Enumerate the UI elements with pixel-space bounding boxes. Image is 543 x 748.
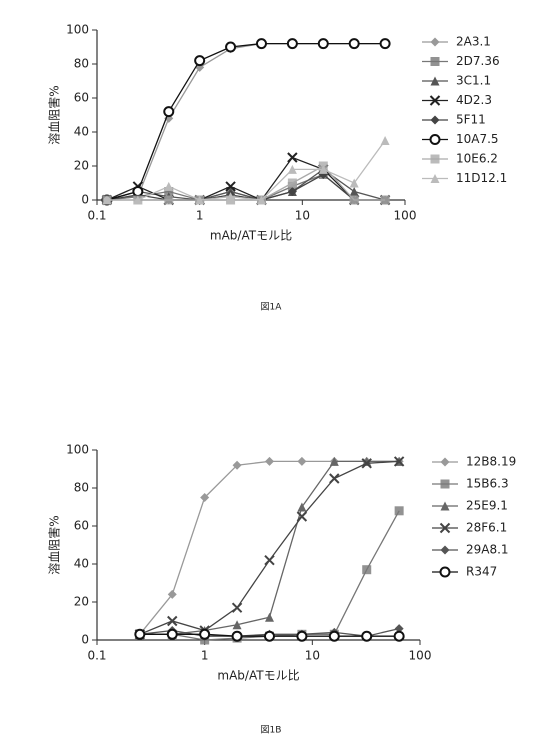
marker [288,39,297,48]
marker [288,179,297,188]
legend-label: 10E6.2 [456,152,498,166]
marker [233,632,242,641]
marker [319,39,328,48]
marker [330,474,339,483]
legend-marker [441,568,450,577]
y-tick-label: 80 [74,481,89,495]
legend-marker [441,458,450,467]
x-tick-label: 0.1 [87,649,106,663]
y-tick-label: 80 [74,57,89,71]
y-tick-label: 40 [74,557,89,571]
marker [297,503,306,512]
legend-label: 3C1.1 [456,74,491,88]
series-line [107,44,385,200]
series-line [140,461,399,634]
x-tick-label: 10 [305,649,320,663]
marker [164,182,173,191]
x-tick-label: 1 [201,649,209,663]
marker [135,630,144,639]
legend-marker [431,155,440,164]
series-line [140,461,399,634]
marker [381,136,390,145]
marker [350,39,359,48]
marker [297,632,306,641]
marker [265,556,274,565]
legend-label: 12B8.19 [466,455,516,469]
legend-label: 25E9.1 [466,499,508,513]
page: 0204060801000.1110100mAb/ATモル比溶血阻害%2A3.1… [0,0,543,748]
marker [362,565,371,574]
y-tick-label: 20 [74,595,89,609]
x-tick-label: 100 [394,209,417,223]
legend-label: 4D2.3 [456,93,492,107]
marker [330,632,339,641]
marker [195,56,204,65]
marker [381,196,390,205]
x-tick-label: 100 [409,649,432,663]
marker [233,603,242,612]
x-tick-label: 0.1 [87,209,106,223]
marker [164,196,173,205]
series-line [140,461,399,634]
legend-label: 29A8.1 [466,543,509,557]
y-tick-label: 100 [66,443,89,457]
marker [395,506,404,515]
x-tick-label: 10 [295,209,310,223]
marker [350,179,359,188]
y-tick-label: 40 [74,125,89,139]
legend-label: 2A3.1 [456,35,491,49]
legend-marker [441,480,450,489]
y-tick-label: 60 [74,91,89,105]
y-axis-label: 溶血阻害% [47,515,62,574]
marker [168,630,177,639]
marker [226,43,235,52]
legend-label: 5F11 [456,113,486,127]
legend-label: R347 [466,565,497,579]
legend-label: 2D7.36 [456,54,500,68]
marker [257,39,266,48]
marker [381,39,390,48]
legend-marker [441,546,450,555]
legend-label: 11D12.1 [456,171,507,185]
y-axis-label: 溶血阻害% [47,85,62,144]
marker [265,457,274,466]
series-line [107,44,385,200]
x-tick-label: 1 [196,209,204,223]
legend-marker [431,135,440,144]
legend-marker [431,116,440,125]
marker [265,613,274,622]
y-tick-label: 100 [66,23,89,37]
legend-label: 10A7.5 [456,132,499,146]
marker [133,187,142,196]
marker [265,632,274,641]
x-axis-label: mAb/ATモル比 [217,669,299,683]
marker [395,632,404,641]
legend-label: 28F6.1 [466,521,507,535]
y-tick-label: 0 [81,633,89,647]
legend-marker [431,57,440,66]
marker [288,153,297,162]
figure-caption: 図1B [261,725,282,736]
y-tick-label: 60 [74,519,89,533]
marker [350,196,359,205]
marker [297,457,306,466]
y-tick-label: 0 [81,193,89,207]
y-tick-label: 20 [74,159,89,173]
legend-marker [431,38,440,47]
marker [168,617,177,626]
figure-caption: 図1A [261,302,283,313]
legend-label: 15B6.3 [466,477,509,491]
marker [350,187,359,196]
marker [362,632,371,641]
marker [164,107,173,116]
marker [200,630,209,639]
x-axis-label: mAb/ATモル比 [210,229,292,243]
